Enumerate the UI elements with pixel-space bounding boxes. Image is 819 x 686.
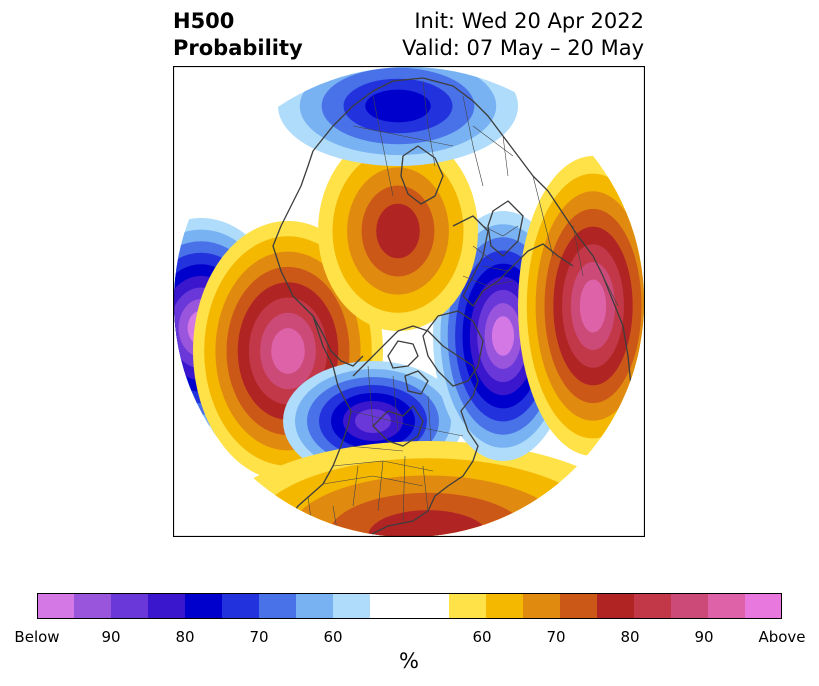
title-left: H500 Probability: [173, 8, 303, 62]
colorbar-segment: [74, 593, 111, 619]
title-product: Probability: [173, 36, 303, 60]
colorbar-tick-label: 70: [546, 628, 566, 646]
colorbar-segment: [185, 593, 222, 619]
colorbar-segment: [560, 593, 597, 619]
colorbar-tick-label: Below: [14, 628, 60, 646]
colorbar-segment: [671, 593, 708, 619]
north-america-east-coast: [352, 325, 479, 537]
colorbar-tick-label: 80: [175, 628, 195, 646]
north-america-coast: [272, 150, 352, 537]
colorbar-segment: [634, 593, 671, 619]
colorbar-tick-label: 90: [694, 628, 714, 646]
colorbar-segment: [222, 593, 259, 619]
asia-high: [318, 131, 478, 331]
probability-contour: [491, 316, 515, 356]
eurasia-coast: [312, 77, 632, 387]
colorbar-segment: [745, 593, 782, 619]
hudson-bay: [372, 405, 424, 447]
colorbar-tick-label: Above: [758, 628, 806, 646]
political-borders: [307, 80, 619, 537]
eurasia-borders: [352, 80, 619, 307]
colorbar-frame: [37, 593, 782, 619]
colorbar-tick-label: 60: [323, 628, 343, 646]
title-right: Init: Wed 20 Apr 2022 Valid: 07 May – 20…: [402, 8, 644, 62]
title-variable: H500: [173, 9, 235, 33]
siberia-coast: [400, 145, 444, 205]
probability-contour: [365, 89, 431, 123]
init-date: Init: Wed 20 Apr 2022: [414, 9, 644, 33]
colorbar-tick-label: 90: [101, 628, 121, 646]
canada-provinces: [350, 365, 464, 442]
colorbar-segment: [333, 593, 370, 619]
colorbar-segment: [523, 593, 560, 619]
map-frame: [173, 66, 645, 537]
colorbar-segment: [486, 593, 523, 619]
colorbar-segments: [37, 593, 782, 619]
colorbar-segment: [597, 593, 634, 619]
colorbar-unit-label: %: [399, 649, 419, 673]
alaska-coast: [312, 315, 364, 367]
europe-coast: [452, 215, 574, 307]
arctic-archipelago: [387, 340, 429, 395]
colorbar: [37, 593, 782, 619]
europe-borders: [462, 225, 524, 287]
colorbar-segment: [148, 593, 185, 619]
probability-contour: [355, 409, 391, 433]
colorbar-segment: [111, 593, 148, 619]
colorbar-segment: [259, 593, 296, 619]
scandinavia: [487, 200, 524, 257]
probability-contour: [271, 328, 305, 374]
colorbar-segment: [37, 593, 74, 619]
probability-contour: [579, 279, 607, 333]
valid-period: Valid: 07 May – 20 May: [402, 36, 644, 60]
colorbar-segment: [370, 593, 449, 619]
colorbar-tick-label: 80: [620, 628, 640, 646]
colorbar-tick-label: 60: [472, 628, 492, 646]
colorbar-tick-label: 70: [249, 628, 269, 646]
colorbar-segment: [296, 593, 333, 619]
probability-contour: [376, 203, 420, 259]
colorbar-segment: [708, 593, 745, 619]
colorbar-segment: [449, 593, 486, 619]
greenland: [422, 310, 484, 387]
map-panel: [173, 66, 645, 537]
coastlines: [272, 77, 632, 537]
